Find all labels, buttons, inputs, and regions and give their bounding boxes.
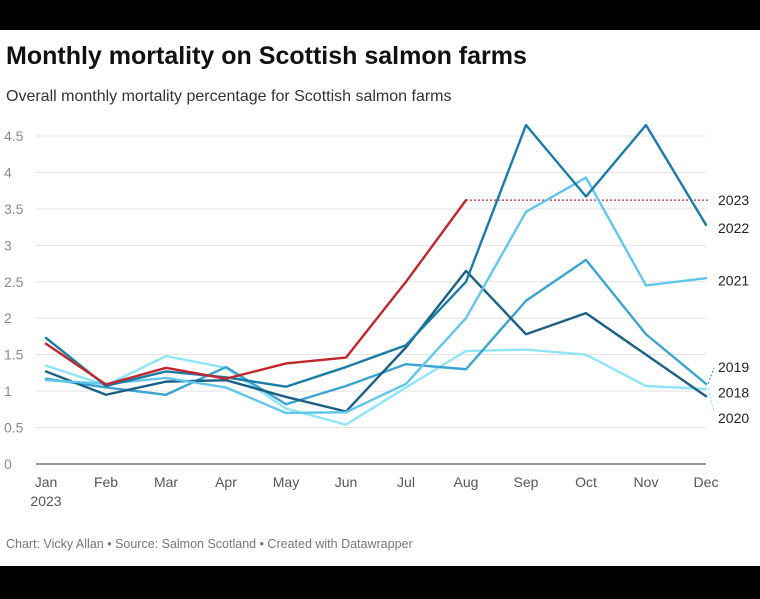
x-tick-label: May — [273, 474, 299, 490]
series-2019-line — [44, 258, 708, 406]
x-tick-label: Jun — [335, 474, 358, 490]
y-tick-label: 2.5 — [4, 274, 24, 290]
x-tick-label: Apr — [215, 474, 237, 490]
x-tick-label: Feb — [94, 474, 118, 490]
series-2022-label: 2022 — [718, 220, 749, 236]
x-tick-label: Oct — [575, 474, 597, 490]
series-2020-label: 2020 — [718, 410, 749, 426]
x-tick-label: Jul — [397, 474, 415, 490]
series-2020-line — [44, 348, 708, 426]
chart-footer: Chart: Vicky Allan • Source: Salmon Scot… — [6, 537, 413, 551]
series-2018-line — [44, 269, 708, 413]
series-2022-line — [44, 123, 708, 388]
line-chart: 0 0.5 1 1.5 2 2.5 3 3.5 4 4.5 Jan Feb Mar Apr May Jun Ju… — [4, 123, 749, 509]
y-tick-label: 0 — [4, 456, 12, 472]
series-2021-line — [44, 176, 708, 415]
series-2021-label: 2021 — [718, 272, 749, 288]
series-2023-line — [44, 198, 468, 386]
y-tick-label: 4.5 — [4, 128, 24, 144]
x-tick-label: Aug — [454, 474, 479, 490]
x-tick-label: Jan — [35, 474, 58, 490]
chart-title: Monthly mortality on Scottish salmon far… — [6, 42, 527, 70]
y-tick-label: 1.5 — [4, 347, 24, 363]
chart-card: Monthly mortality on Scottish salmon far… — [0, 30, 760, 566]
x-tick-label: Sep — [514, 474, 539, 490]
series-2019-label: 2019 — [718, 359, 749, 375]
y-tick-label: 3.5 — [4, 201, 24, 217]
y-tick-label: 1 — [4, 383, 12, 399]
y-tick-label: 2 — [4, 310, 12, 326]
y-tick-label: 4 — [4, 164, 12, 180]
series-2019-label-leader — [707, 367, 715, 385]
y-tick-label: 0.5 — [4, 420, 24, 436]
x-tick-label: Dec — [694, 474, 719, 490]
chart-subtitle: Overall monthly mortality percentage for… — [6, 88, 452, 105]
series-2018-label: 2018 — [718, 385, 749, 401]
x-tick-label: Mar — [154, 474, 178, 490]
series-2020-label-leader — [707, 388, 715, 412]
y-tick-label: 3 — [4, 237, 12, 253]
x-tick-sublabel: 2023 — [30, 493, 61, 509]
x-tick-label: Nov — [634, 474, 659, 490]
series-2023-label: 2023 — [718, 192, 749, 208]
